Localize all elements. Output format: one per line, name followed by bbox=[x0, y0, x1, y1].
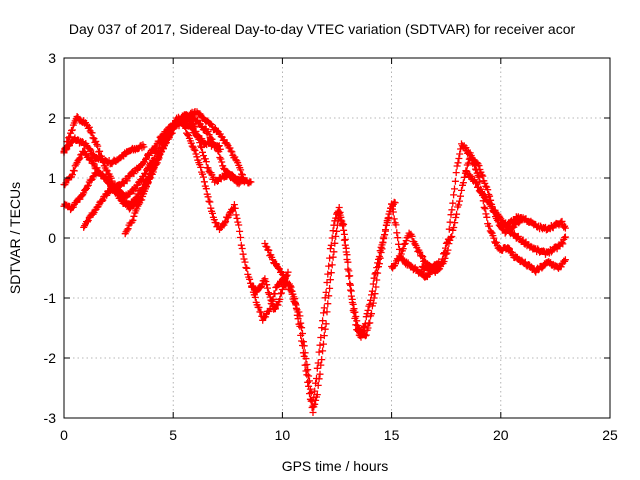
series-track-10 bbox=[418, 140, 569, 276]
chart-title: Day 037 of 2017, Sidereal Day-to-day VTE… bbox=[69, 21, 576, 37]
x-tick-label: 0 bbox=[60, 427, 68, 443]
y-tick-label: -1 bbox=[44, 290, 57, 306]
y-tick-label: -3 bbox=[44, 410, 57, 426]
data-point-markers bbox=[121, 113, 224, 238]
data-point-markers bbox=[497, 213, 569, 234]
grid-lines bbox=[64, 58, 610, 418]
x-tick-label: 20 bbox=[493, 427, 509, 443]
y-tick-label: 0 bbox=[48, 230, 56, 246]
series-track-6 bbox=[121, 113, 224, 238]
data-point-markers bbox=[418, 140, 569, 276]
x-axis-label: GPS time / hours bbox=[282, 458, 389, 474]
x-tick-label: 15 bbox=[384, 427, 400, 443]
y-tick-label: 2 bbox=[48, 110, 56, 126]
x-tick-label: 5 bbox=[169, 427, 177, 443]
y-axis-label: SDTVAR / TECUs bbox=[7, 182, 23, 294]
series-track-12 bbox=[497, 213, 569, 234]
data-points bbox=[60, 108, 569, 416]
y-tick-label: 3 bbox=[48, 50, 56, 66]
x-tick-label: 25 bbox=[602, 427, 618, 443]
x-tick-label: 10 bbox=[275, 427, 291, 443]
data-point-markers bbox=[462, 167, 569, 258]
series-track-11 bbox=[462, 167, 569, 258]
data-point-markers bbox=[261, 198, 399, 410]
series-track-8 bbox=[261, 198, 399, 410]
y-axis-ticks: -3 -2 -1 0 1 2 3 bbox=[44, 50, 610, 426]
data-point-markers bbox=[248, 200, 443, 416]
x-axis-ticks: 0 5 10 15 20 25 bbox=[60, 58, 618, 443]
y-tick-label: -2 bbox=[44, 350, 57, 366]
y-tick-label: 1 bbox=[48, 170, 56, 186]
series-track-7 bbox=[248, 200, 443, 416]
